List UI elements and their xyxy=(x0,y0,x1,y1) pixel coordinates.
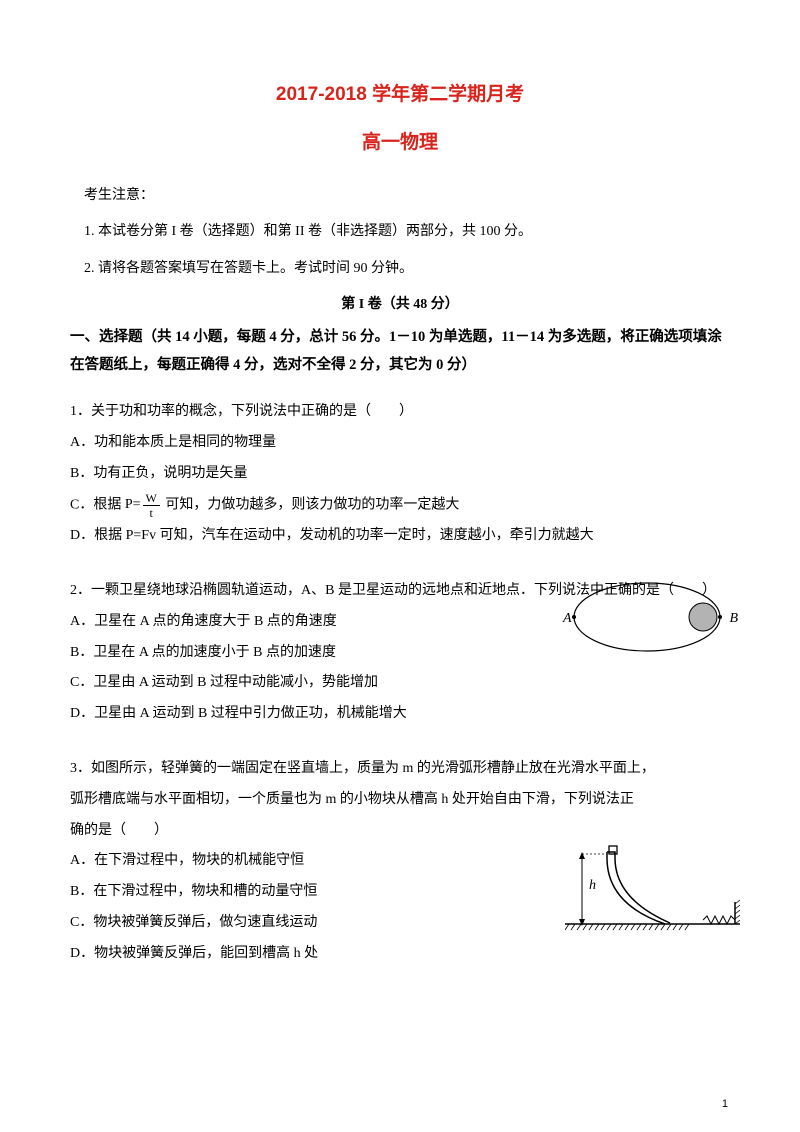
exam-title-line1: 2017-2018 学年第二学期月考 xyxy=(70,80,730,110)
q3-stem-line3: 确的是（ ） xyxy=(70,816,730,847)
fraction-denominator: t xyxy=(150,506,153,519)
slope-diagram: h xyxy=(565,844,740,939)
q3-stem-line2: 弧形槽底端与水平面相切，一个质量也为 m 的小物块从槽高 h 处开始自由下滑，下… xyxy=(70,785,730,816)
exam-title-line2: 高一物理 xyxy=(70,128,730,158)
q1-c-post: 可知，力做功越多，则该力做功的功率一定越大 xyxy=(165,497,459,512)
section1-header: 第 I 卷（共 48 分） xyxy=(70,294,730,316)
candidate-notice-heading: 考生注意： xyxy=(70,185,730,207)
q1-option-d: D．根据 P=Fv 可知，汽车在运动中，发动机的功率一定时，速度越小，牵引力就越… xyxy=(70,521,730,552)
q1-option-c: C．根据 P= W t 可知，力做功越多，则该力做功的功率一定越大 xyxy=(70,490,730,521)
q1-option-b: B．功有正负，说明功是矢量 xyxy=(70,459,730,490)
q1-stem: 1．关于功和功率的概念，下列说法中正确的是（ ） xyxy=(70,397,730,428)
orbit-diagram: A B xyxy=(555,574,735,660)
orbit-label-b: B xyxy=(729,608,738,630)
q3-option-d: D．物块被弹簧反弹后，能回到槽高 h 处 xyxy=(70,939,730,970)
orbit-svg-icon xyxy=(555,574,735,660)
notice-line-1: 1. 本试卷分第 I 卷（选择题）和第 II 卷（非选择题）两部分，共 100 … xyxy=(70,221,730,243)
question-1: 1．关于功和功率的概念，下列说法中正确的是（ ） A．功和能本质上是相同的物理量… xyxy=(70,397,730,552)
height-label-h: h xyxy=(589,875,596,897)
fraction-numerator: W xyxy=(143,492,160,506)
orbit-label-a: A xyxy=(563,608,572,630)
section-instruction: 一、选择题（共 14 小题，每题 4 分，总计 56 分。1－10 为单选题，1… xyxy=(70,324,730,379)
q3-stem-line1: 3．如图所示，轻弹簧的一端固定在竖直墙上，质量为 m 的光滑弧形槽静止放在光滑水… xyxy=(70,754,730,785)
q1-c-pre: C．根据 xyxy=(70,497,125,512)
page-number: 1 xyxy=(722,1096,728,1114)
q2-option-c: C．卫星由 A 运动到 B 过程中动能减小，势能增加 xyxy=(70,668,730,699)
q2-option-d: D．卫星由 A 运动到 B 过程中引力做正功，机械能增大 xyxy=(70,699,730,730)
formula-p: P= xyxy=(125,490,141,521)
notice-line-2: 2. 请将各题答案填写在答题卡上。考试时间 90 分钟。 xyxy=(70,258,730,280)
fraction-icon: W t xyxy=(143,492,160,519)
power-formula: P= W t xyxy=(125,490,162,521)
q1-option-a: A．功和能本质上是相同的物理量 xyxy=(70,428,730,459)
